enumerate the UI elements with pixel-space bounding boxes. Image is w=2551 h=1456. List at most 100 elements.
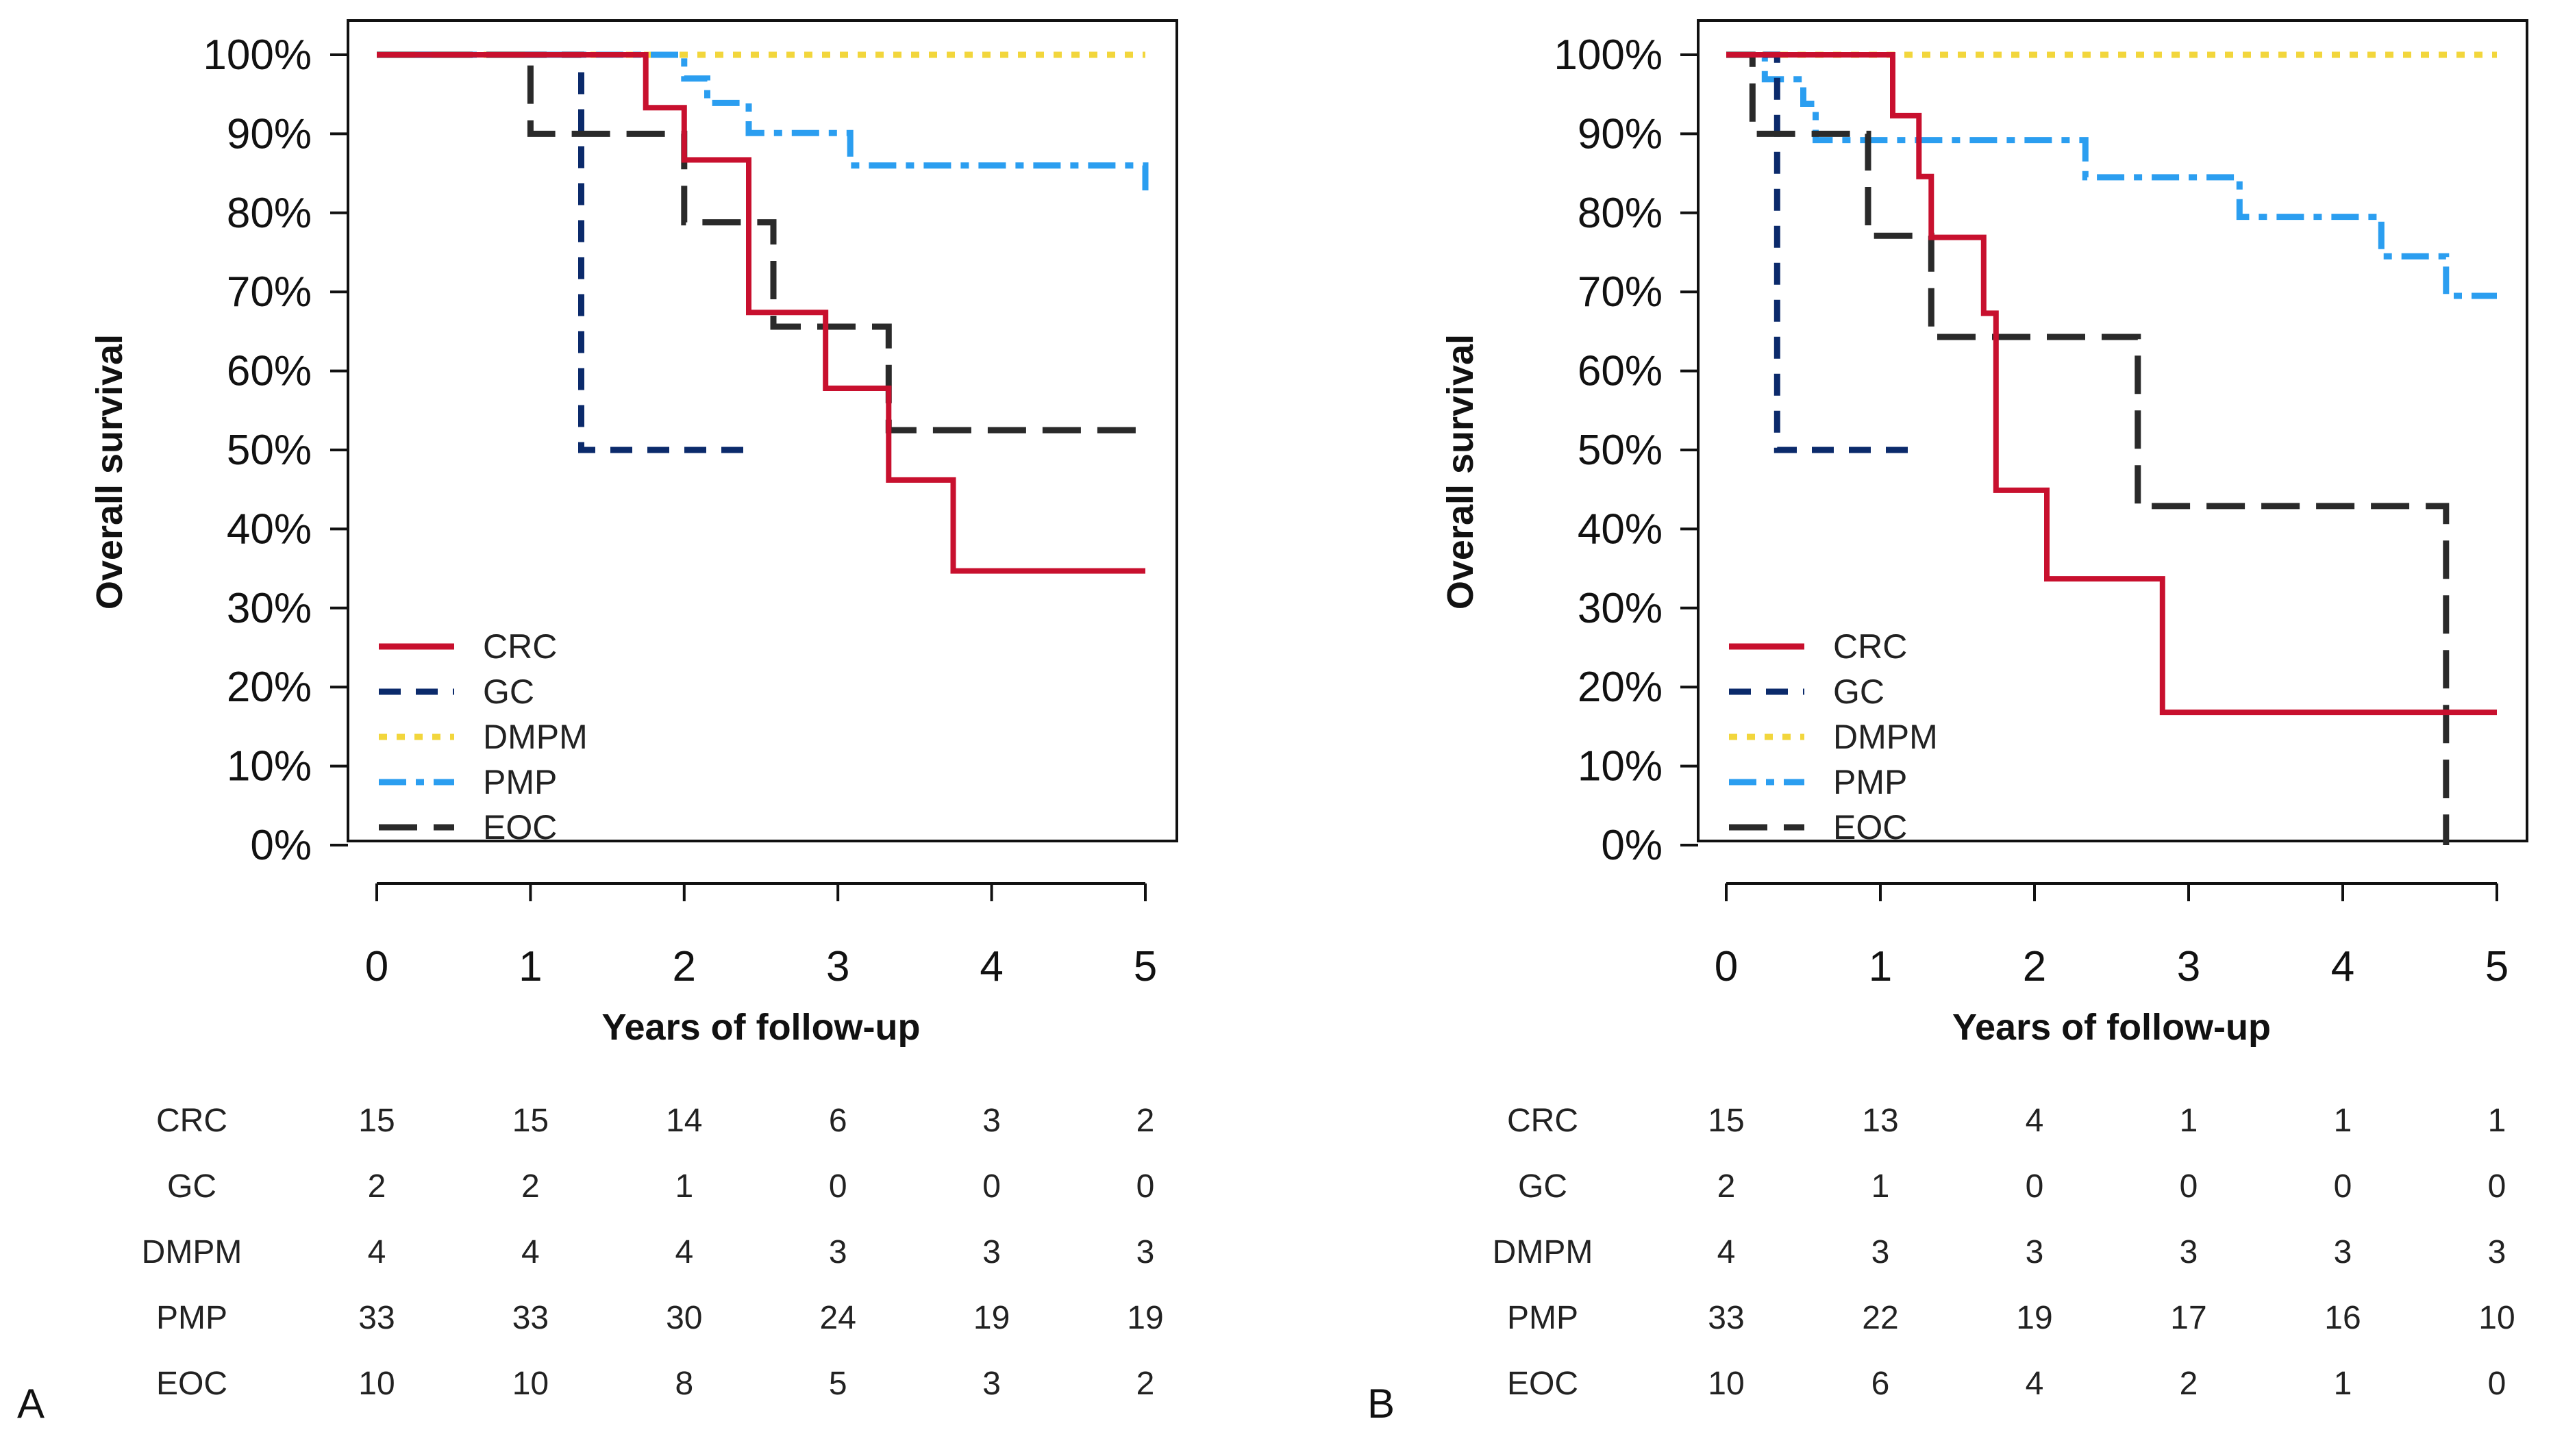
y-tick-label: 60% bbox=[227, 348, 312, 395]
risk-count: 3 bbox=[829, 1234, 847, 1270]
risk-count: 4 bbox=[521, 1234, 540, 1270]
risk-count: 2 bbox=[368, 1168, 386, 1205]
legend-label-gc: GC bbox=[483, 673, 534, 711]
legend-label-eoc: EOC bbox=[1833, 808, 1907, 846]
legend-label-crc: CRC bbox=[483, 627, 557, 666]
risk-count: 2 bbox=[1136, 1103, 1155, 1139]
risk-count: 4 bbox=[675, 1234, 693, 1270]
y-tick-label: 80% bbox=[227, 190, 312, 237]
risk-count: 0 bbox=[2180, 1168, 2198, 1205]
x-tick-label: 0 bbox=[1715, 943, 1738, 990]
series-line-gc bbox=[377, 51, 746, 453]
risk-count: 33 bbox=[512, 1300, 549, 1336]
risk-count: 19 bbox=[1127, 1300, 1163, 1336]
y-tick-label: 40% bbox=[227, 505, 312, 553]
x-tick-label: 3 bbox=[2177, 943, 2200, 990]
plot-frame bbox=[1697, 19, 2528, 842]
y-tick-label: 90% bbox=[227, 110, 312, 158]
x-tick-label: 2 bbox=[2023, 943, 2046, 990]
risk-count: 1 bbox=[1871, 1168, 1890, 1205]
y-tick-label: 10% bbox=[1578, 743, 1663, 790]
risk-count: 3 bbox=[2026, 1234, 2044, 1270]
risk-count: 2 bbox=[521, 1168, 540, 1205]
risk-row-label: DMPM bbox=[142, 1234, 242, 1270]
panel-A: 0% 10% 20% 30% 40% 50% 60% 70% 80% 90% 100% 0 1 2 3 4 5 Y… bbox=[17, 19, 1178, 1427]
x-tick-label: 1 bbox=[519, 943, 542, 990]
panel-B: 0% 10% 20% 30% 40% 50% 60% 70% 80% 90% 100% 0 1 2 3 4 5 Y… bbox=[1367, 19, 2528, 1427]
legend-label-dmpm: DMPM bbox=[483, 718, 588, 756]
risk-count: 17 bbox=[2170, 1300, 2206, 1336]
risk-count: 3 bbox=[982, 1366, 1001, 1402]
y-tick-label: 100% bbox=[203, 32, 312, 79]
series-line-pmp bbox=[1726, 51, 2497, 299]
legend-label-gc: GC bbox=[1833, 673, 1884, 711]
risk-count: 2 bbox=[1136, 1366, 1155, 1402]
risk-row-label: CRC bbox=[156, 1103, 227, 1139]
risk-count: 19 bbox=[973, 1300, 1010, 1336]
panel-letter: A bbox=[17, 1381, 45, 1427]
risk-count: 10 bbox=[1708, 1366, 1744, 1402]
y-tick-label: 70% bbox=[227, 268, 312, 316]
y-tick-label: 30% bbox=[227, 585, 312, 632]
risk-count: 1 bbox=[2334, 1366, 2352, 1402]
legend-label-crc: CRC bbox=[1833, 627, 1907, 666]
x-axis-title: Years of follow-up bbox=[601, 1007, 920, 1048]
risk-count: 6 bbox=[1871, 1366, 1890, 1402]
risk-row-label: EOC bbox=[156, 1366, 227, 1402]
legend-label-eoc: EOC bbox=[483, 808, 557, 846]
risk-count: 3 bbox=[2180, 1234, 2198, 1270]
risk-count: 10 bbox=[358, 1366, 395, 1402]
panel-letter: B bbox=[1367, 1381, 1395, 1427]
risk-row-label: PMP bbox=[1507, 1300, 1578, 1336]
x-tick-label: 5 bbox=[2485, 943, 2509, 990]
risk-count: 19 bbox=[2016, 1300, 2052, 1336]
y-tick-label: 80% bbox=[1578, 190, 1663, 237]
risk-count: 0 bbox=[1136, 1168, 1155, 1205]
risk-count: 0 bbox=[2488, 1168, 2506, 1205]
y-tick-label: 20% bbox=[227, 664, 312, 711]
y-tick-label: 100% bbox=[1554, 32, 1663, 79]
risk-count: 3 bbox=[1871, 1234, 1890, 1270]
risk-count: 24 bbox=[820, 1300, 856, 1336]
risk-count: 13 bbox=[1862, 1103, 1898, 1139]
risk-count: 2 bbox=[2180, 1366, 2198, 1402]
y-tick-label: 50% bbox=[227, 427, 312, 474]
plot-frame bbox=[347, 19, 1178, 842]
x-tick-label: 1 bbox=[1869, 943, 1892, 990]
y-tick-label: 30% bbox=[1578, 585, 1663, 632]
risk-count: 4 bbox=[2026, 1366, 2044, 1402]
y-tick-label: 10% bbox=[227, 743, 312, 790]
y-tick-label: 0% bbox=[1601, 822, 1663, 869]
risk-count: 4 bbox=[1717, 1234, 1736, 1270]
legend-label-pmp: PMP bbox=[1833, 763, 1907, 801]
y-tick-label: 50% bbox=[1578, 427, 1663, 474]
legend-label-pmp: PMP bbox=[483, 763, 557, 801]
risk-count: 3 bbox=[982, 1234, 1001, 1270]
series-line-crc bbox=[377, 52, 1145, 574]
x-axis-title: Years of follow-up bbox=[1952, 1007, 2271, 1048]
risk-count: 15 bbox=[1708, 1103, 1744, 1139]
risk-row-label: DMPM bbox=[1493, 1234, 1593, 1270]
y-tick-label: 90% bbox=[1578, 110, 1663, 158]
risk-count: 5 bbox=[829, 1366, 847, 1402]
risk-count: 0 bbox=[2488, 1366, 2506, 1402]
x-tick-label: 2 bbox=[673, 943, 696, 990]
risk-count: 3 bbox=[2334, 1234, 2352, 1270]
risk-count: 0 bbox=[2334, 1168, 2352, 1205]
series-line-crc bbox=[1726, 52, 2497, 716]
risk-count: 3 bbox=[2488, 1234, 2506, 1270]
risk-count: 0 bbox=[829, 1168, 847, 1205]
risk-row-label: GC bbox=[167, 1168, 216, 1205]
y-tick-label: 40% bbox=[1578, 505, 1663, 553]
risk-row-label: CRC bbox=[1507, 1103, 1578, 1139]
risk-count: 1 bbox=[675, 1168, 693, 1205]
risk-row-label: GC bbox=[1518, 1168, 1567, 1205]
risk-count: 0 bbox=[2026, 1168, 2044, 1205]
x-tick-label: 0 bbox=[365, 943, 388, 990]
x-tick-label: 5 bbox=[1134, 943, 1157, 990]
risk-count: 16 bbox=[2324, 1300, 2361, 1336]
x-tick-label: 3 bbox=[826, 943, 849, 990]
risk-count: 10 bbox=[512, 1366, 549, 1402]
risk-count: 4 bbox=[368, 1234, 386, 1270]
risk-count: 14 bbox=[666, 1103, 702, 1139]
